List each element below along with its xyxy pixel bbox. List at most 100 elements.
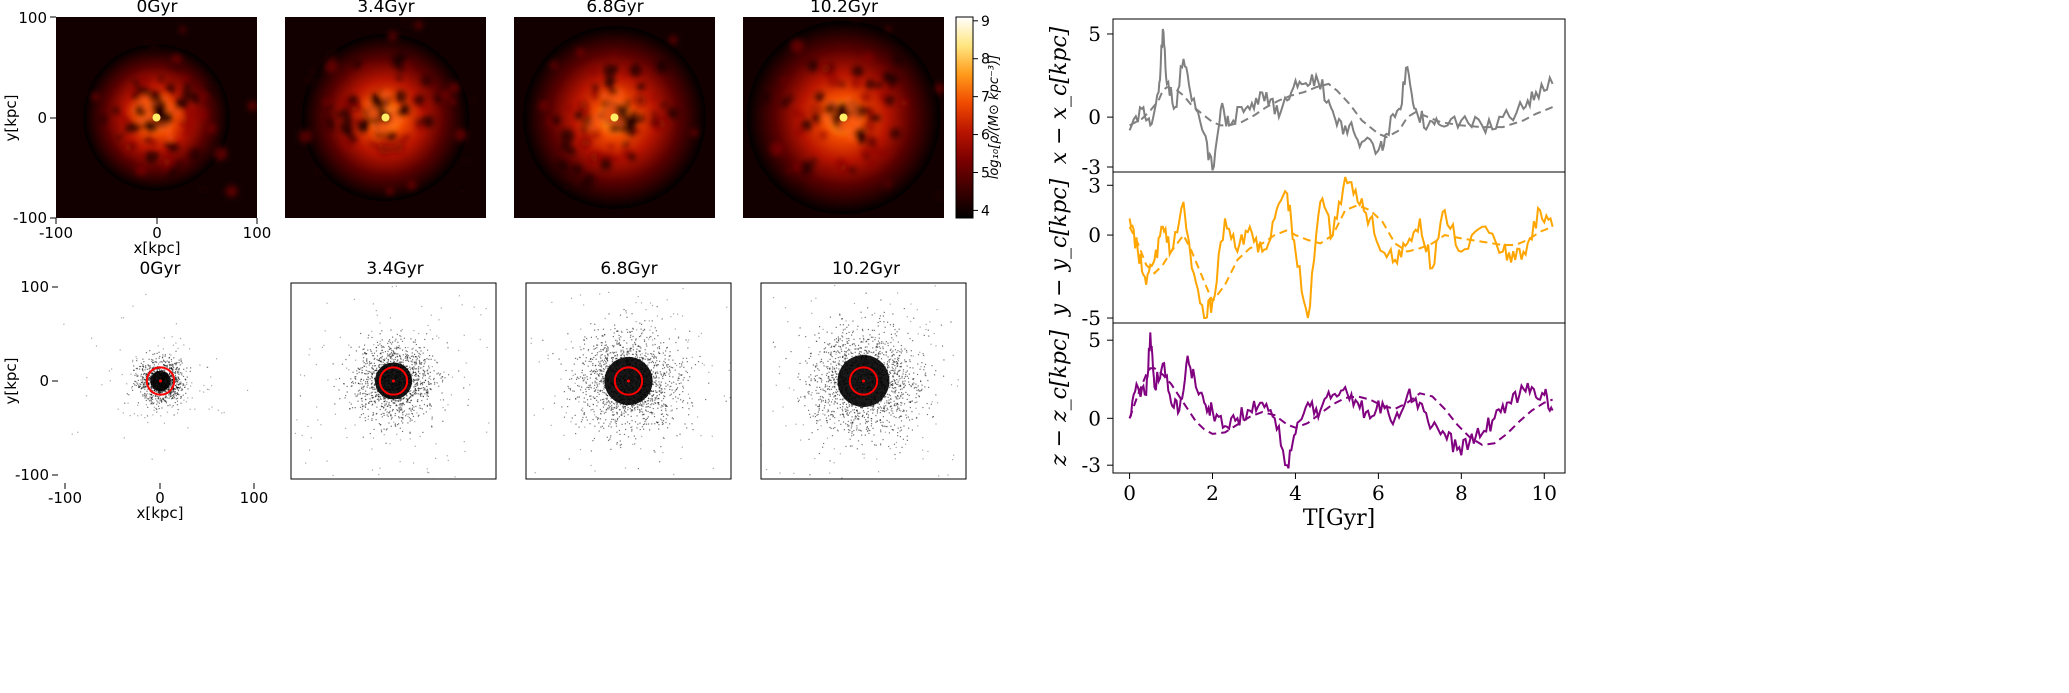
particle-point [698, 335, 700, 337]
particle-point [645, 406, 647, 408]
particle-point [645, 410, 647, 412]
density-clump [181, 88, 193, 100]
particle-point [419, 388, 422, 390]
particle-point [442, 399, 445, 401]
particle-point [144, 385, 146, 387]
density-clump [866, 134, 877, 146]
particle-point [590, 323, 592, 325]
particle-point [694, 364, 697, 366]
particle-point [366, 373, 368, 375]
particle-point [374, 400, 376, 402]
particle-point [169, 392, 172, 394]
particle-point [417, 399, 419, 401]
particle-point [419, 372, 421, 375]
particle-point [677, 377, 679, 379]
particle-point [370, 400, 372, 402]
particle-point [310, 437, 312, 439]
density-clump [348, 96, 356, 104]
particle-point [402, 364, 404, 366]
particle-point [415, 363, 418, 365]
particle-point [647, 395, 649, 397]
density-clump [365, 105, 379, 119]
particle-point [389, 357, 392, 359]
particle-point [366, 381, 369, 383]
particle-point [814, 380, 816, 382]
particle-point [344, 397, 346, 399]
particle-point [416, 393, 418, 395]
particle-point [382, 361, 384, 363]
density-clump [417, 124, 424, 131]
density-clump [469, 96, 478, 105]
particle-point [610, 329, 612, 331]
density-clump [207, 83, 219, 95]
particle-point [457, 349, 460, 352]
particle-point [580, 421, 583, 423]
particle-point [387, 342, 389, 344]
particle-point [387, 358, 389, 361]
particle-point [156, 352, 158, 354]
particle-point [570, 341, 572, 343]
particle-point [365, 393, 367, 395]
particle-point [426, 390, 428, 392]
particle-point [362, 413, 365, 415]
density-clump [152, 100, 158, 107]
particle-point [348, 344, 350, 346]
particle-point [372, 303, 374, 305]
particle-point [413, 353, 416, 356]
particle-point [147, 388, 149, 390]
particle-point [486, 431, 488, 433]
particle-point [428, 365, 430, 367]
particle-point [647, 353, 649, 355]
particle-point [435, 443, 437, 445]
particle-point [665, 385, 667, 387]
particle-point [409, 396, 411, 399]
particle-point [655, 383, 657, 385]
particle-point [168, 397, 170, 399]
density-ylabel: y[kpc] [2, 94, 20, 141]
density-clump [421, 75, 432, 86]
particle-point [177, 376, 180, 378]
particle-point [368, 362, 371, 364]
particle-point [640, 356, 642, 359]
particle-point [364, 372, 366, 375]
particle-point [419, 393, 422, 395]
particle-point [371, 336, 373, 339]
particle-point [585, 390, 587, 393]
particle-point [637, 345, 639, 347]
particle-point [405, 365, 407, 367]
particle-point [161, 392, 163, 394]
particle-point [159, 361, 161, 363]
particle-point [407, 415, 409, 417]
particle-point [159, 392, 161, 394]
particle-point [412, 394, 414, 396]
particle-point [430, 405, 432, 407]
particle-point [627, 436, 630, 438]
particle-point [598, 350, 600, 353]
particle-point [427, 395, 429, 397]
particle-point [181, 374, 183, 376]
particle-point [426, 398, 428, 400]
particle-point [373, 400, 375, 402]
particle-point [599, 293, 601, 295]
particle-point [174, 372, 176, 374]
particle-point [587, 404, 589, 407]
particle-point [142, 373, 145, 376]
particle-point [166, 397, 168, 399]
particle-point [604, 317, 606, 320]
particle-point [674, 328, 676, 330]
particle-point [129, 414, 131, 417]
particle-point [686, 361, 688, 363]
particle-point [361, 366, 364, 369]
particle-point [147, 364, 149, 366]
particle-point [157, 396, 160, 399]
particle-point [378, 398, 380, 400]
density-clump [391, 54, 404, 67]
particle-point [398, 416, 400, 418]
particle-point [569, 389, 572, 391]
particle-point [639, 428, 641, 431]
particle-point [391, 355, 393, 357]
particle-point [439, 399, 442, 401]
particle-point [410, 360, 412, 362]
particle-point [346, 391, 348, 393]
particle-point [658, 428, 660, 430]
